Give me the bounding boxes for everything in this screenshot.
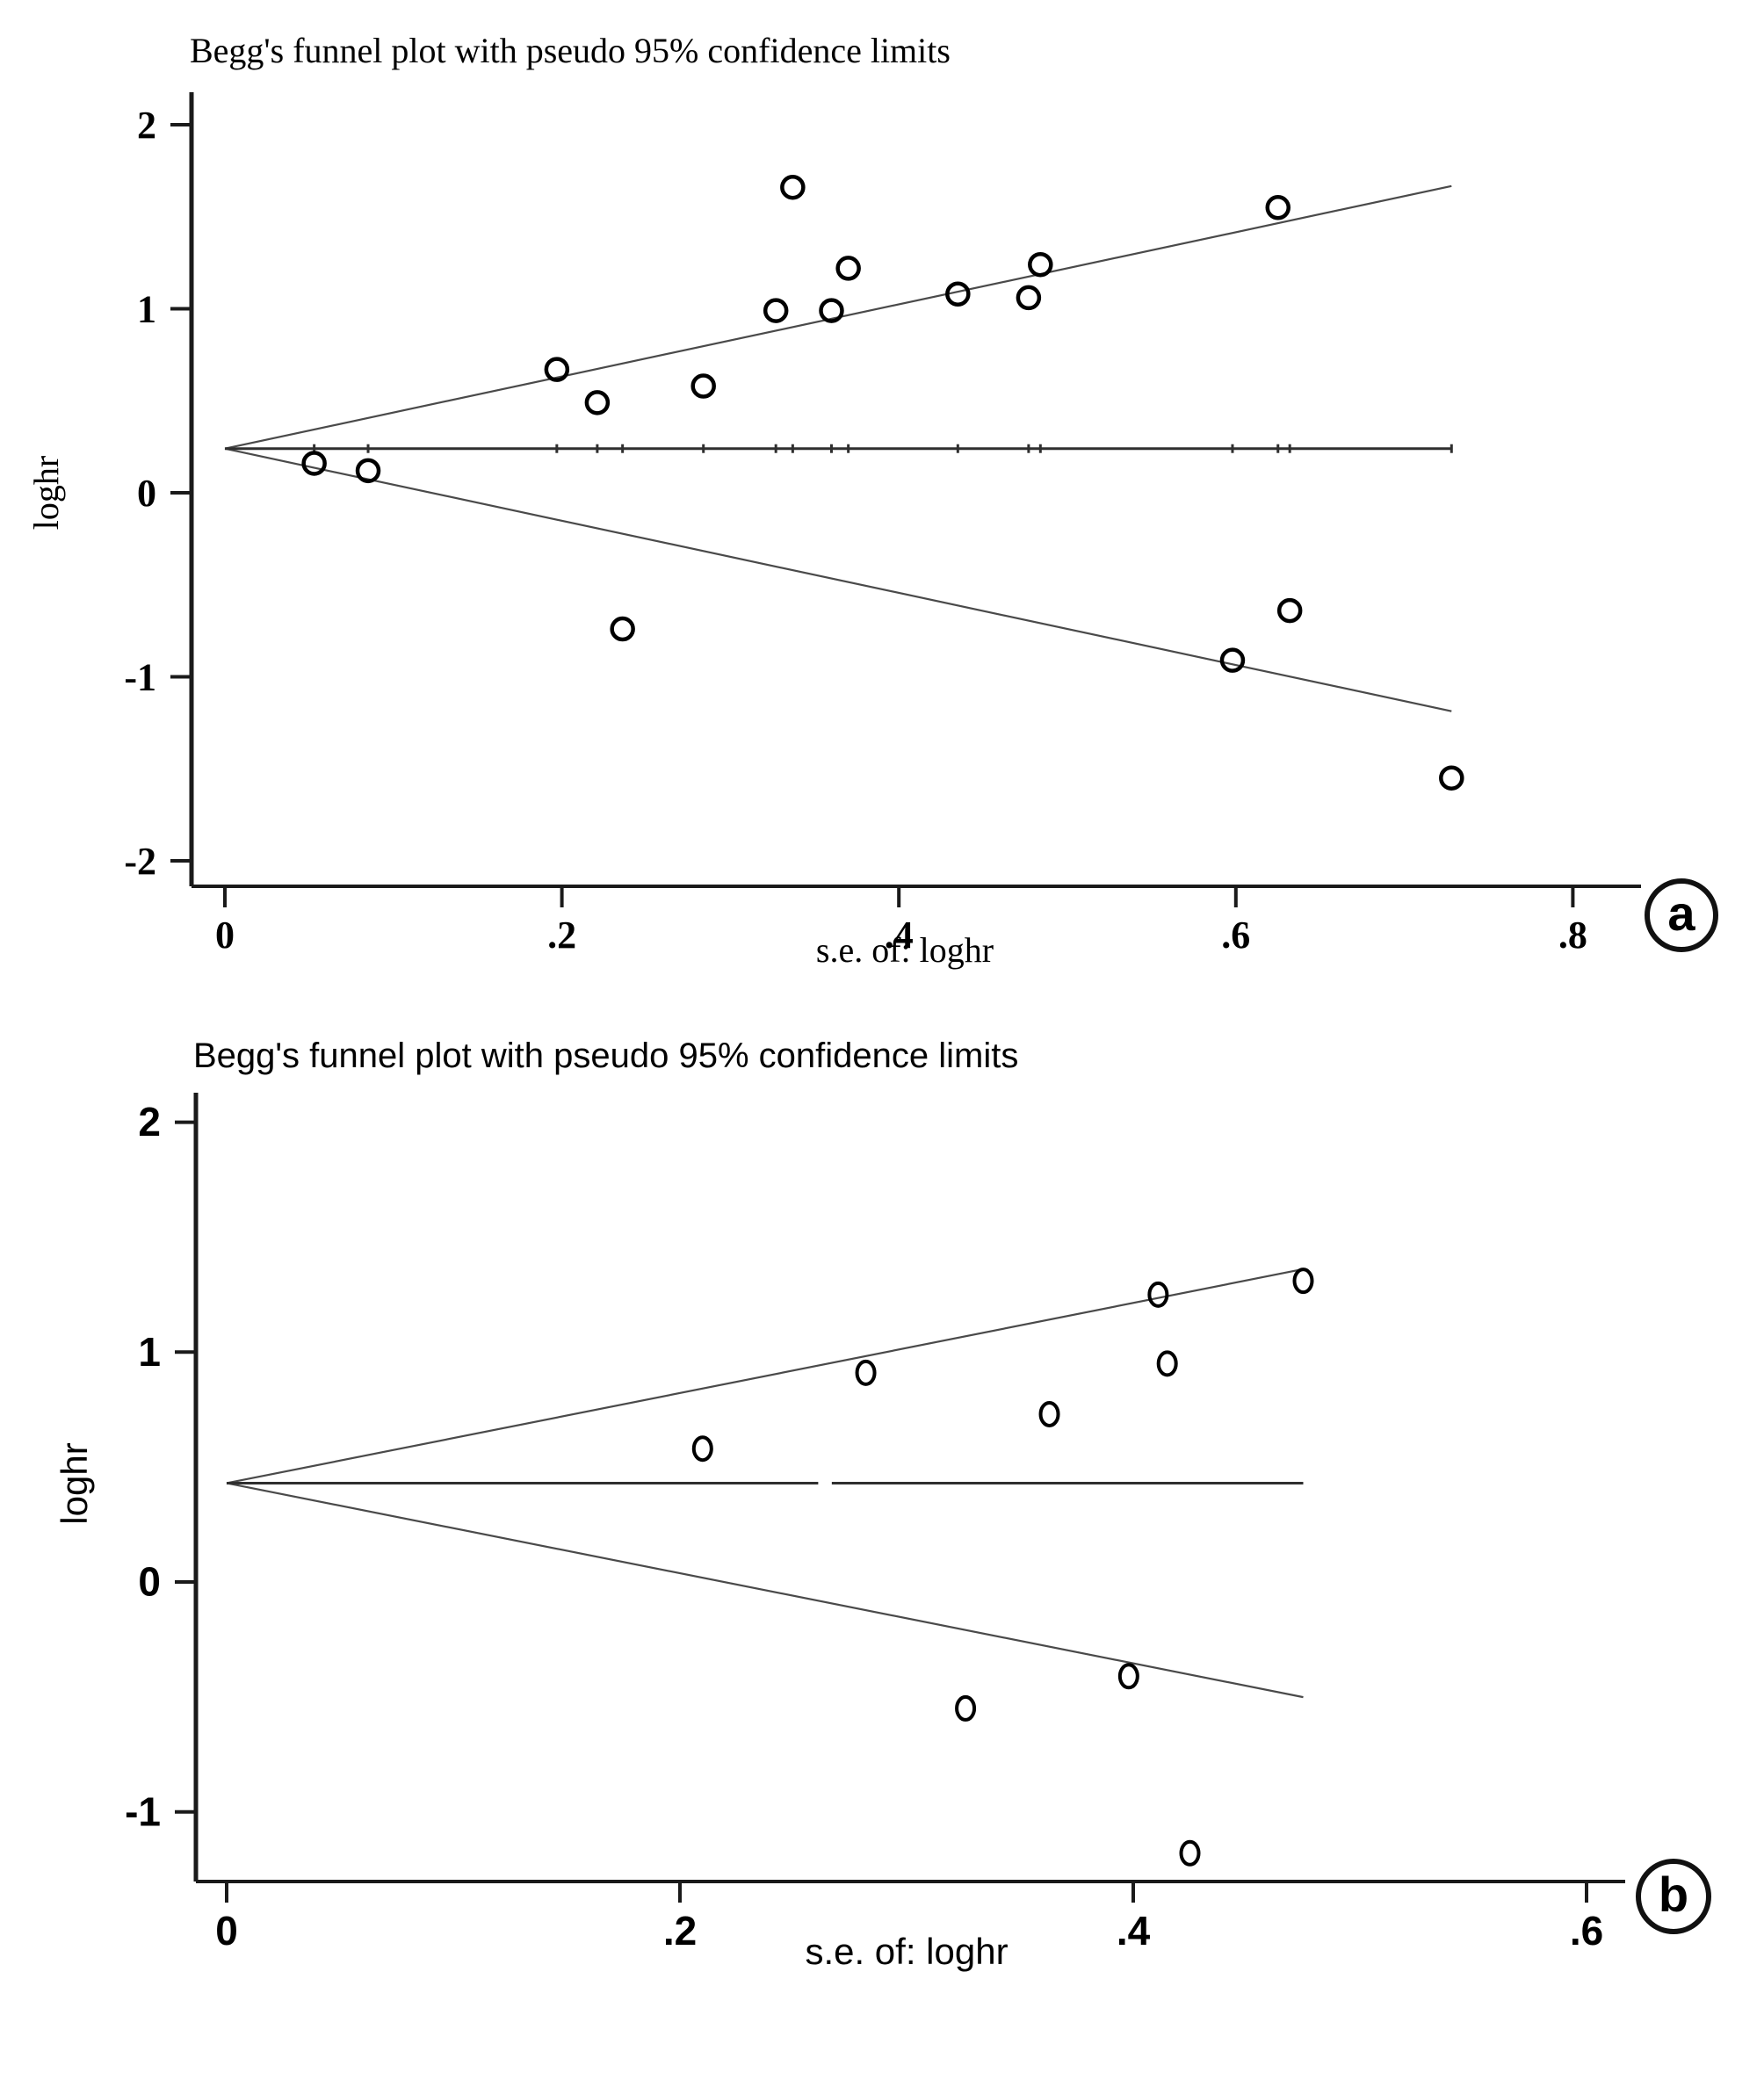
data-point-marker <box>584 390 611 415</box>
data-point-marker <box>355 458 381 484</box>
funnel-plot-panel-b: 2 1 0 -1 0 .2 .4 .6 Begg's funnel plot with pse… <box>0 1010 1764 2073</box>
data-point-marker <box>780 174 806 200</box>
x-tick-label: 0 <box>215 914 235 957</box>
data-point-marker <box>855 1359 877 1386</box>
y-tick-label: 1 <box>138 1329 161 1375</box>
panel-letter-b: b <box>1658 1867 1689 1922</box>
x-axis-label-a: s.e. of: loghr <box>815 930 994 970</box>
data-point-marker <box>301 451 327 476</box>
data-point-marker <box>1276 597 1303 624</box>
funnel-plot-panel-a: 2 1 0 -1 -2 0 .2 .4 .6 .8 Begg's funnel plot with… <box>0 0 1764 1010</box>
funnel-plot-b-canvas: 2 1 0 -1 0 .2 .4 .6 <box>125 1093 1625 1954</box>
data-point-marker <box>1028 251 1053 278</box>
chart-title-a: Begg's funnel plot with pseudo 95% confi… <box>190 31 951 70</box>
y-axis-label-b: loghr <box>54 1442 95 1525</box>
x-tick-label: .4 <box>1117 1908 1151 1954</box>
x-tick-label: .2 <box>663 1908 697 1954</box>
data-point-marker <box>835 256 861 281</box>
data-point-marker <box>1439 765 1464 791</box>
data-point-marker <box>945 281 971 307</box>
y-tick-label: -1 <box>124 655 156 698</box>
panel-letter-a: a <box>1667 885 1695 941</box>
lower-confidence-limit-line <box>224 447 1452 712</box>
data-point-marker <box>1179 1839 1201 1867</box>
y-tick-label: 2 <box>137 104 156 147</box>
panel-badge-b: b <box>1636 1859 1711 1934</box>
x-axis-label-b: s.e. of: loghr <box>805 1931 1009 1972</box>
data-point-marker <box>955 1694 977 1722</box>
data-point-marker <box>1265 195 1290 220</box>
data-point-marker <box>1117 1663 1139 1690</box>
upper-confidence-limit-line <box>226 1268 1304 1484</box>
y-axis-label-a: loghr <box>26 455 66 531</box>
y-tick-label: 0 <box>137 472 156 515</box>
data-point-marker <box>691 1435 713 1463</box>
data-point-marker <box>1292 1268 1314 1295</box>
y-tick-label: 2 <box>138 1099 161 1145</box>
y-tick-label: 0 <box>138 1559 161 1605</box>
x-tick-label: .6 <box>1221 914 1250 957</box>
data-point-marker <box>763 298 789 323</box>
data-point-marker <box>1038 1400 1060 1427</box>
x-tick-label: .6 <box>1570 1908 1603 1954</box>
data-point-marker <box>1016 285 1042 311</box>
data-point-marker <box>690 373 716 399</box>
y-tick-label: -2 <box>124 840 156 883</box>
x-tick-label: 0 <box>215 1908 238 1954</box>
chart-title-b: Begg's funnel plot with pseudo 95% confi… <box>193 1036 1019 1075</box>
funnel-plot-a-canvas: 2 1 0 -1 -2 0 .2 .4 .6 .8 <box>124 92 1641 957</box>
data-point-marker <box>1147 1281 1169 1308</box>
x-tick-label: .4 <box>885 914 914 957</box>
x-tick-label: .2 <box>547 914 576 957</box>
data-point-marker <box>819 298 844 323</box>
panel-badge-a: a <box>1645 878 1718 952</box>
data-point-marker <box>1219 647 1246 673</box>
data-point-marker <box>544 357 570 382</box>
data-point-marker <box>610 616 635 642</box>
y-tick-label: 1 <box>137 287 156 330</box>
x-tick-label: .8 <box>1558 914 1587 957</box>
data-point-marker <box>1156 1350 1178 1377</box>
y-tick-label: -1 <box>125 1788 161 1834</box>
lower-confidence-limit-line <box>226 1482 1304 1699</box>
